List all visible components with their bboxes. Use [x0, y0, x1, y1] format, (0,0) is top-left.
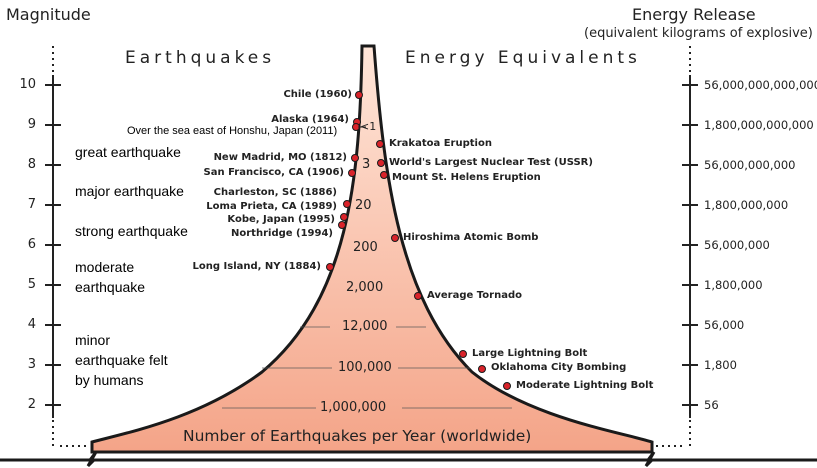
equivalent-dots	[376, 140, 511, 390]
class-major: major earthquake	[75, 183, 184, 199]
earthquake-label: San Francisco, CA (1906)	[203, 167, 344, 178]
magnitude-label: 8	[27, 157, 36, 172]
dot-nuclear-test	[377, 159, 385, 167]
energy-label: 1,800,000,000	[704, 198, 789, 212]
energy-label: 56,000,000,000	[704, 158, 796, 172]
earthquake-label: Kobe, Japan (1995)	[227, 214, 335, 225]
equivalent-label: Hiroshima Atomic Bomb	[403, 232, 539, 243]
dot-large-lightning	[459, 350, 467, 358]
class-great: great earthquake	[75, 144, 181, 160]
magnitude-label: 10	[19, 77, 36, 92]
earthquake-label: Long Island, NY (1884)	[192, 261, 321, 272]
cone-caption: Number of Earthquakes per Year (worldwid…	[183, 427, 532, 445]
dot-loma-prieta	[343, 200, 351, 208]
class-moderate: moderate earthquake	[75, 259, 146, 295]
count-label: 12,000	[342, 319, 388, 334]
class-strong: strong earthquake	[75, 223, 188, 239]
earthquake-label: Over the sea east of Honshu, Japan (2011…	[127, 125, 338, 137]
magnitude-label: 4	[27, 317, 36, 332]
energy-label: 56,000,000,000,000	[704, 78, 817, 92]
energy-label: 1,800	[704, 358, 737, 372]
class-minor: minor earthquake felt by humans	[75, 332, 168, 388]
earthquake-label: Alaska (1964)	[271, 114, 349, 125]
earthquakes-title: Earthquakes	[125, 48, 276, 68]
count-label: 20	[355, 198, 372, 213]
dot-northridge	[338, 221, 346, 229]
equivalents-title: Energy Equivalents	[405, 48, 641, 68]
magnitude-label: 3	[27, 357, 36, 372]
earthquake-label: New Madrid, MO (1812)	[213, 152, 347, 163]
count-label: 3	[362, 157, 371, 172]
magnitude-label: 2	[27, 397, 36, 412]
equivalent-label: Oklahoma City Bombing	[491, 362, 627, 373]
earthquake-label: Loma Prieta, CA (1989)	[206, 201, 337, 212]
energy-label: 56	[704, 398, 719, 412]
count-label: 100,000	[338, 360, 392, 375]
earthquake-label: Charleston, SC (1886)	[213, 187, 337, 198]
dot-chile	[355, 91, 363, 99]
dot-long-island	[326, 263, 334, 271]
dot-tornado	[414, 292, 422, 300]
dot-oklahoma	[478, 365, 486, 373]
left-axis-ticks	[45, 84, 61, 406]
right-axis-ticks	[682, 84, 698, 406]
energy-label: 1,800,000	[704, 278, 763, 292]
equivalent-label: Krakatoa Eruption	[389, 138, 492, 149]
energy-label: 1,800,000,000,000	[704, 118, 814, 132]
count-label: 200	[353, 240, 378, 255]
count-label: 1,000,000	[320, 400, 387, 415]
equivalent-label: Large Lightning Bolt	[472, 348, 588, 359]
energy-label: 56,000,000	[704, 238, 770, 252]
equivalent-label: Moderate Lightning Bolt	[516, 380, 654, 391]
magnitude-label: 5	[27, 277, 36, 292]
energy-title: Energy Release	[632, 5, 756, 24]
equivalent-label: World's Largest Nuclear Test (USSR)	[389, 157, 593, 168]
energy-subtitle: (equivalent kilograms of explosive)	[584, 26, 813, 41]
equivalent-label: Average Tornado	[427, 290, 522, 301]
magnitude-title: Magnitude	[6, 5, 91, 24]
dot-hiroshima	[391, 234, 399, 242]
dot-san-francisco	[348, 169, 356, 177]
count-label: 2,000	[346, 280, 384, 295]
magnitude-label: 9	[27, 117, 36, 132]
count-guides	[222, 326, 512, 409]
dot-krakatoa	[376, 140, 384, 148]
count-label: <1	[360, 120, 377, 133]
magnitude-label: 7	[27, 197, 36, 212]
ground-line	[0, 451, 817, 468]
dot-kobe	[340, 213, 348, 221]
magnitude-label: 6	[27, 237, 36, 252]
dot-new-madrid	[351, 154, 359, 162]
earthquake-dots	[326, 91, 363, 271]
earthquake-label: Northridge (1994)	[231, 228, 333, 239]
earthquake-label: Chile (1960)	[283, 89, 352, 100]
dot-st-helens	[380, 171, 388, 179]
energy-label: 56,000	[704, 318, 745, 332]
equivalent-label: Mount St. Helens Eruption	[392, 172, 541, 183]
dot-moderate-lightning	[503, 382, 511, 390]
